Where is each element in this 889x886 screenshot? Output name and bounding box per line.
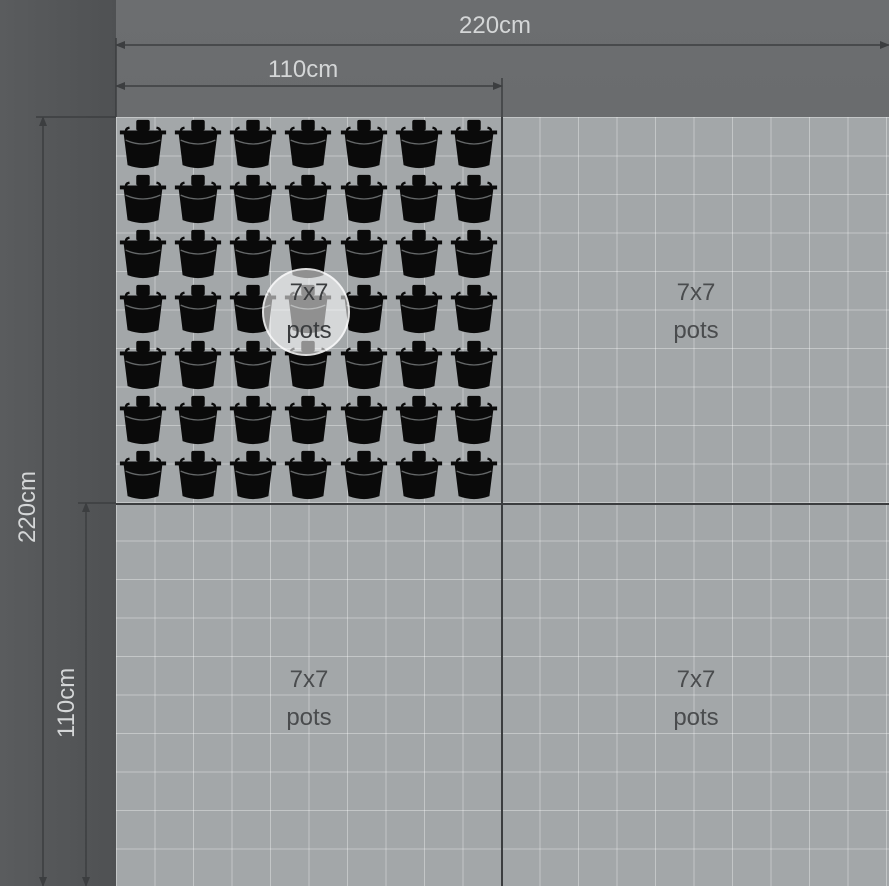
hanging-pot-icon [119, 119, 167, 169]
hanging-pot-icon [119, 285, 167, 334]
hanging-pot-icon [395, 340, 442, 389]
hanging-pot-icon [340, 340, 387, 389]
module-label-bottom-right: 7x7 pots [616, 661, 776, 737]
hanging-pot-icon [230, 395, 277, 444]
hanging-pot-icon [395, 450, 442, 499]
module-unit: pots [286, 317, 332, 344]
hanging-pot-icon [450, 450, 497, 499]
pot-grid [116, 117, 502, 503]
hanging-pot-icon [340, 285, 387, 334]
hanging-pot-icon [450, 340, 497, 389]
hanging-pot-icon [340, 395, 387, 444]
hanging-pot-icon [450, 395, 497, 444]
hanging-pot-icon [450, 175, 497, 224]
hanging-pot-icon [175, 340, 222, 389]
hanging-pot-icon [285, 395, 332, 444]
module-size: 7x7 [289, 666, 329, 693]
hanging-pot-icon [450, 285, 497, 334]
module-label-highlight [262, 268, 350, 356]
hanging-pot-icon [395, 285, 442, 334]
hanging-pot-icon [340, 119, 387, 169]
module-label-bottom-left: 7x7 pots [229, 661, 389, 737]
hanging-pot-icon [119, 175, 167, 224]
hanging-pot-icon [340, 175, 387, 224]
dim-label-top-half: 110cm [268, 56, 339, 83]
hanging-pot-icon [450, 119, 497, 169]
hanging-pot-icon [285, 175, 332, 224]
dim-label-left-total: 220cm [14, 470, 41, 543]
hanging-pot-icon [175, 450, 222, 499]
dim-label-left-half: 110cm [53, 667, 80, 738]
dim-label-top-total: 220cm [459, 12, 532, 39]
hanging-pot-icon [175, 230, 222, 279]
hanging-pot-icon [395, 395, 442, 444]
module-label-top-right: 7x7 pots [616, 274, 776, 350]
hanging-pot-icon [395, 119, 442, 169]
module-label-top-left: 7x7 pots [229, 274, 389, 350]
hanging-pot-icon [119, 340, 167, 389]
module-unit: pots [673, 704, 719, 731]
hanging-pot-icon [230, 175, 277, 224]
module-divider-vertical [501, 117, 503, 886]
hanging-pot-icon [175, 285, 222, 334]
module-size: 7x7 [676, 279, 716, 306]
hanging-pot-icon [119, 450, 167, 499]
hanging-pot-icon [230, 450, 277, 499]
left-margin [0, 0, 116, 886]
hanging-pot-icon [285, 119, 332, 169]
hanging-pot-icon [230, 230, 277, 279]
hanging-pot-icon [230, 119, 277, 169]
hanging-pot-icon [450, 230, 497, 279]
hanging-pot-icon [119, 230, 167, 279]
hanging-pot-icon [285, 450, 332, 499]
hanging-pot-icon [119, 395, 167, 444]
hanging-pot-icon [175, 119, 222, 169]
module-size: 7x7 [289, 279, 329, 306]
module-size: 7x7 [676, 666, 716, 693]
module-divider-horizontal [116, 503, 889, 505]
hanging-pot-icon [230, 340, 277, 389]
hanging-pot-icon [395, 230, 442, 279]
hanging-pot-icon [175, 395, 222, 444]
hanging-pot-icon [340, 230, 387, 279]
hanging-pot-icon [395, 175, 442, 224]
module-unit: pots [286, 704, 332, 731]
hanging-pot-icon [340, 450, 387, 499]
module-unit: pots [673, 317, 719, 344]
hanging-pot-icon [175, 175, 222, 224]
